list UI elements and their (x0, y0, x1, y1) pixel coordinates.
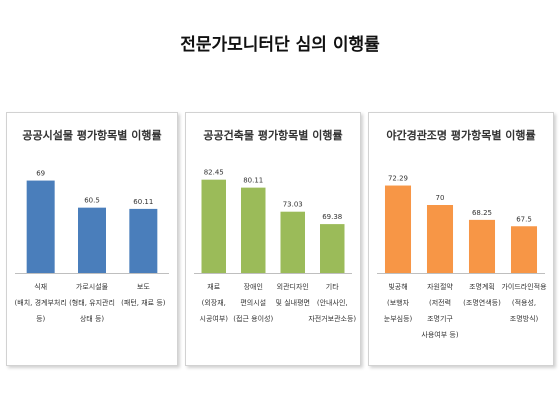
data-label: 70 (436, 194, 445, 202)
category-label: (형태, 유지관리 (69, 298, 115, 307)
chart-title: 야간경관조명 평가항목별 이행률 (386, 129, 536, 142)
category-label: 가이드라인적용 (501, 282, 547, 291)
chart-title: 공공건축물 평가항목별 이행률 (203, 129, 343, 142)
category-label: 기타 (326, 282, 339, 291)
category-label: (보행자 (387, 298, 410, 307)
category-label: (적용성, (512, 298, 536, 307)
category-label: 등) (36, 315, 45, 323)
data-label: 72.29 (388, 175, 408, 183)
data-label: 60.11 (133, 198, 153, 206)
data-label: 69.38 (322, 213, 342, 221)
bar (241, 187, 266, 273)
category-label: (조명연색등) (463, 298, 501, 307)
data-label: 69 (36, 170, 45, 178)
data-label: 60.5 (84, 197, 100, 205)
category-label: 눈부심등) (384, 314, 413, 323)
category-label: 및 실내평면 (276, 298, 310, 307)
data-label: 82.45 (204, 169, 224, 177)
category-label: 장애인 (244, 282, 263, 291)
category-label: (배치, 경계부처리 (15, 298, 67, 307)
bar (280, 211, 305, 273)
category-label: 상태 등) (80, 314, 105, 323)
bar (510, 226, 538, 273)
category-label: 식재 (34, 282, 47, 291)
category-label: 조명기구 (427, 314, 453, 323)
bar (129, 208, 158, 273)
category-label: (패턴, 재료 등) (121, 298, 166, 307)
category-label: 자원절약 (427, 282, 453, 291)
category-label: 조명계획 (469, 282, 495, 291)
bar (468, 219, 496, 273)
category-label: 자전거보관소등) (308, 314, 356, 323)
page-title: 전문가모니터단 심의 이행률 (180, 35, 380, 55)
bar (320, 224, 345, 273)
category-label: 시공여부) (200, 314, 229, 323)
category-label: 가로시설물 (76, 282, 109, 291)
category-label: 보도 (137, 283, 150, 291)
category-label: 외관디자인 (277, 282, 309, 291)
category-label: 재료 (207, 283, 220, 291)
data-label: 68.25 (472, 209, 492, 217)
category-label: (접근 용이성) (233, 314, 273, 323)
category-label: (안내사인, (317, 298, 348, 307)
chart-title: 공공시설물 평가항목별 이행률 (22, 129, 162, 142)
category-label: 조명방식) (510, 314, 539, 323)
bar (26, 180, 55, 273)
data-label: 67.5 (516, 215, 532, 223)
bar (201, 179, 226, 273)
data-label: 73.03 (283, 201, 303, 209)
category-label: 사용여부 등) (421, 330, 458, 339)
bar (426, 205, 454, 273)
chart-panel-public-buildings: 공공건축물 평가항목별 이행률 82.45 재료 (외장재, 시공여부) 80.11 장애… (185, 112, 361, 366)
bar (78, 207, 106, 273)
category-label: 빛공해 (388, 282, 407, 291)
category-label: (외장재, (202, 298, 226, 307)
bar (384, 185, 412, 273)
data-label: 80.11 (243, 177, 263, 185)
category-label: 편의시설 (240, 298, 266, 307)
category-label: (저전력 (429, 298, 451, 307)
